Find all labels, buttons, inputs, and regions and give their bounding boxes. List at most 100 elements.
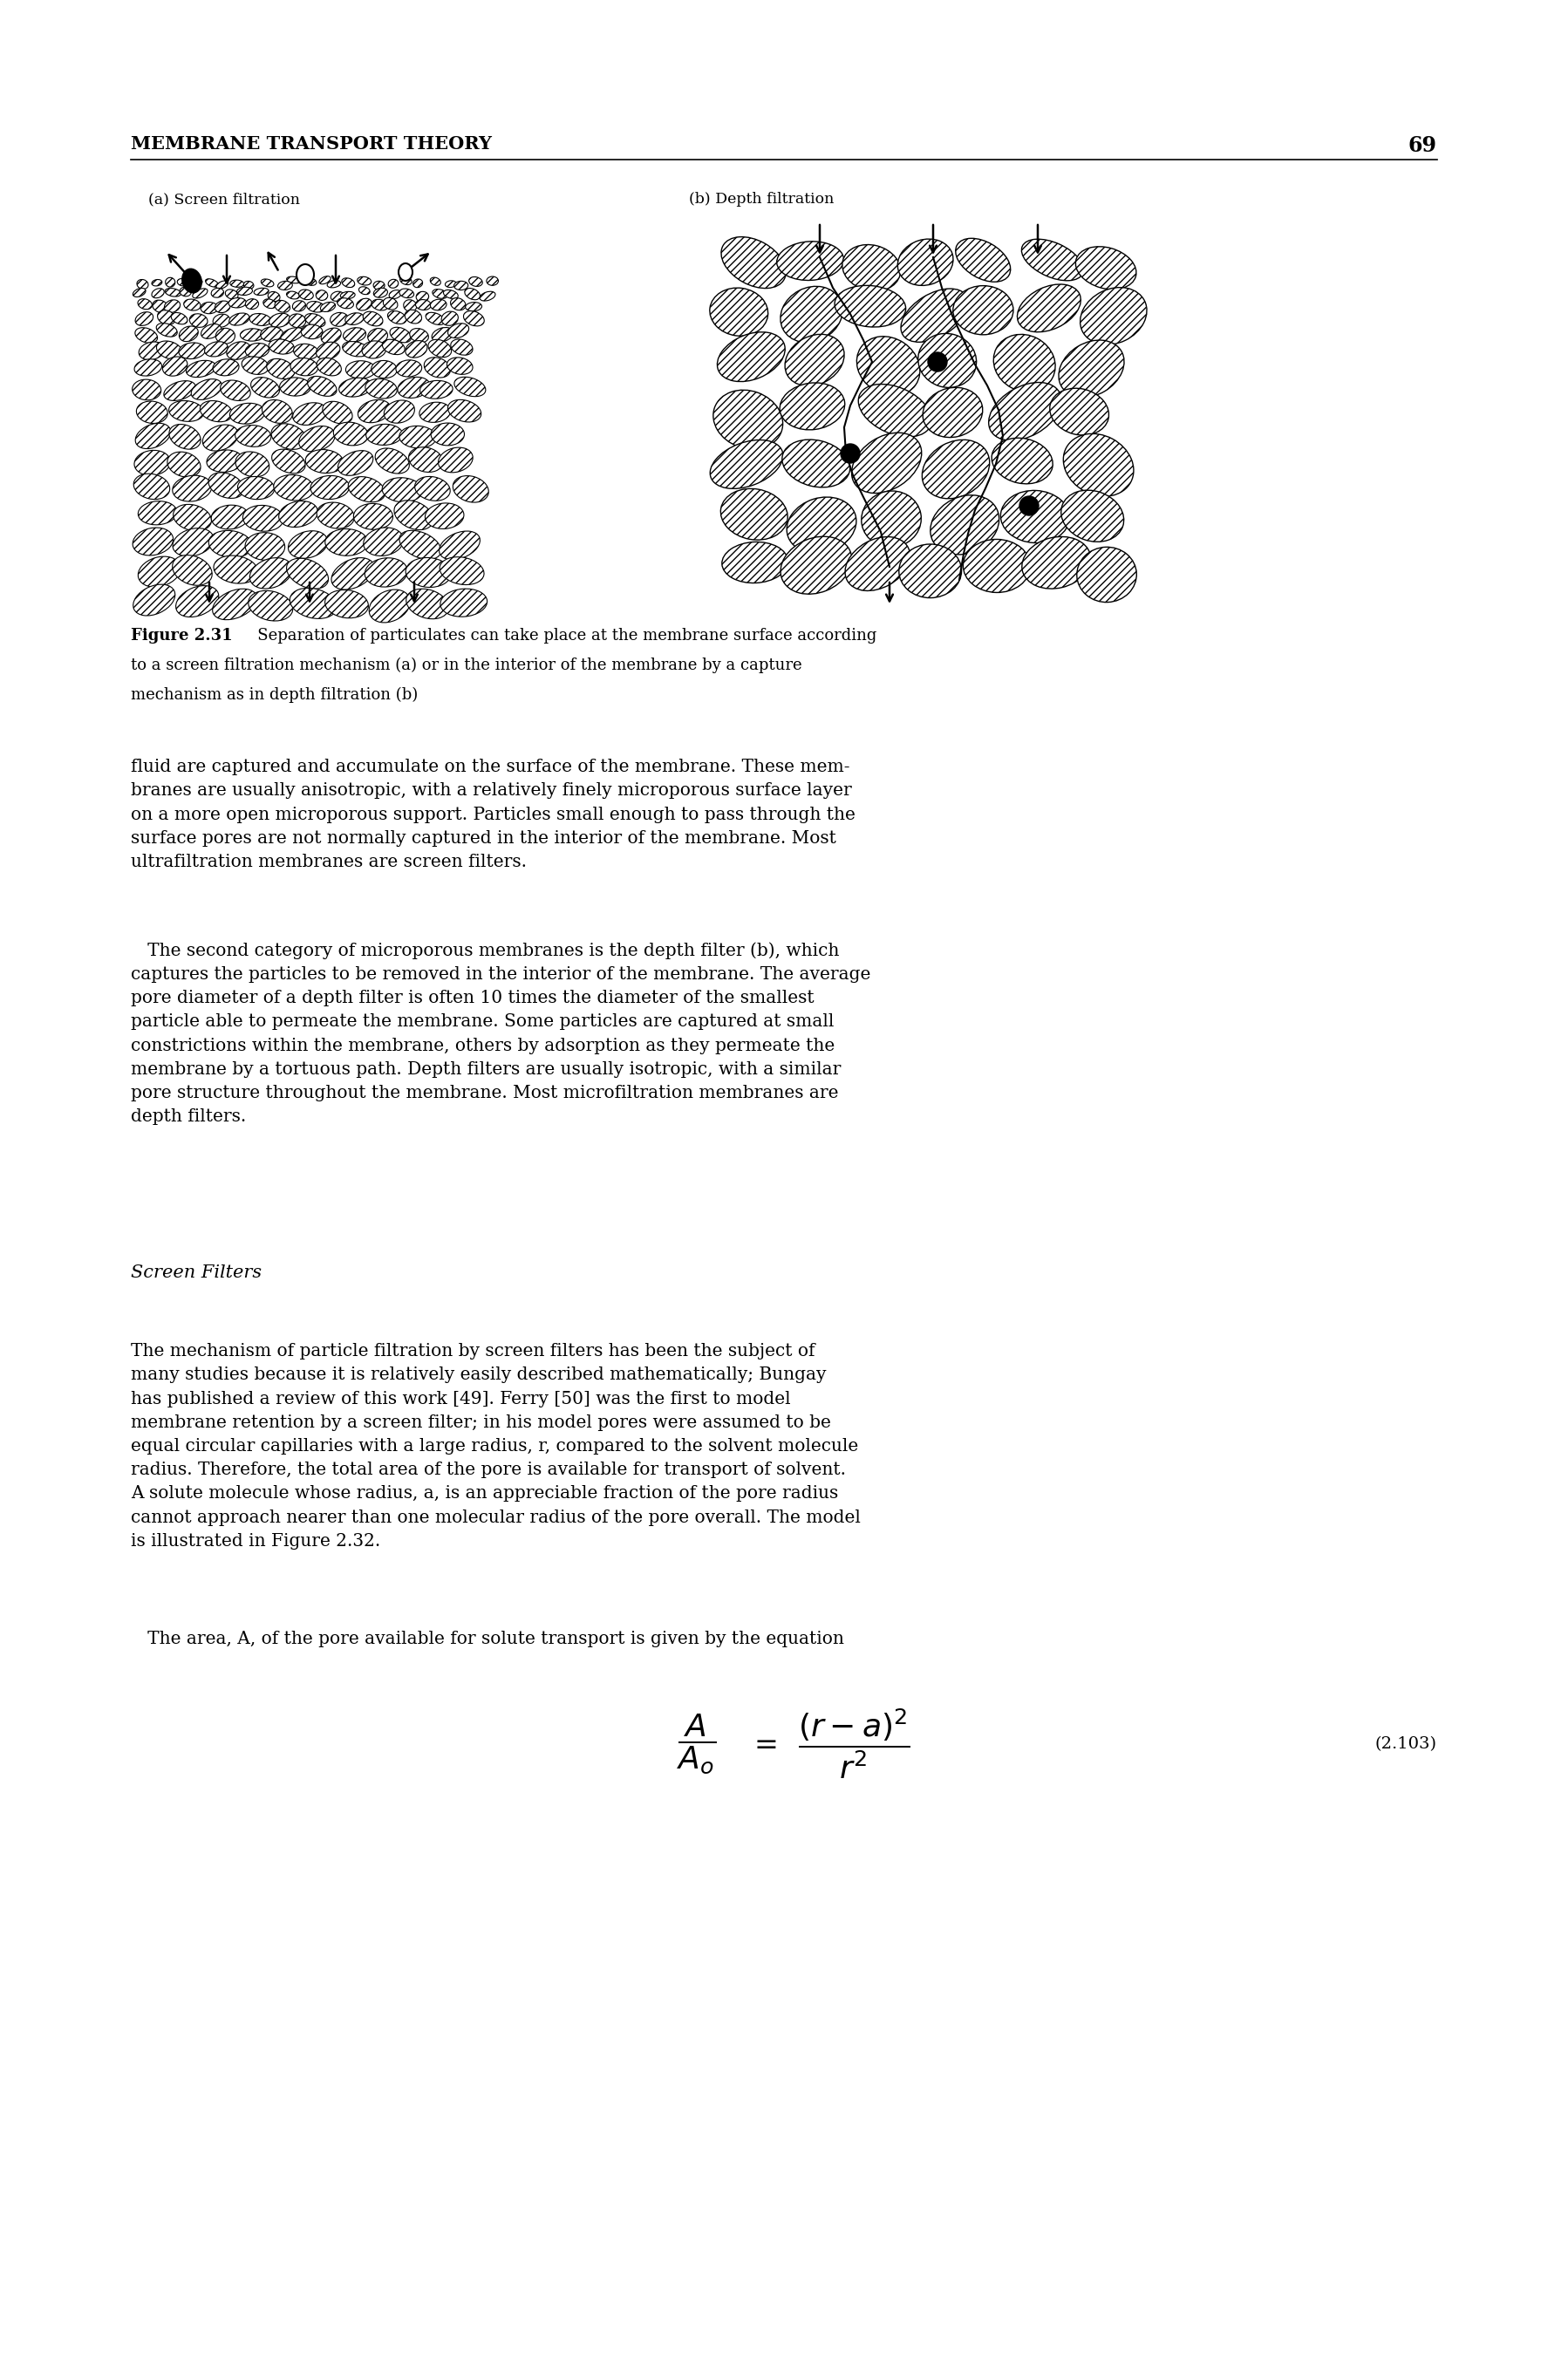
- Ellipse shape: [1062, 490, 1124, 542]
- Ellipse shape: [299, 290, 314, 299]
- Ellipse shape: [287, 276, 301, 283]
- Ellipse shape: [989, 382, 1062, 441]
- Ellipse shape: [216, 328, 235, 344]
- Ellipse shape: [930, 495, 999, 554]
- Ellipse shape: [365, 559, 408, 587]
- Ellipse shape: [955, 238, 1010, 283]
- Ellipse shape: [133, 585, 176, 615]
- Ellipse shape: [229, 314, 249, 325]
- Ellipse shape: [287, 559, 328, 590]
- Ellipse shape: [190, 314, 207, 328]
- Ellipse shape: [991, 439, 1052, 483]
- Ellipse shape: [779, 382, 845, 429]
- Ellipse shape: [289, 531, 328, 559]
- Ellipse shape: [403, 299, 417, 311]
- Ellipse shape: [212, 505, 249, 528]
- Ellipse shape: [389, 290, 401, 299]
- Ellipse shape: [331, 314, 348, 325]
- Ellipse shape: [317, 358, 342, 375]
- Ellipse shape: [201, 323, 221, 340]
- Ellipse shape: [133, 528, 172, 556]
- Ellipse shape: [897, 238, 953, 285]
- Ellipse shape: [416, 476, 450, 500]
- Ellipse shape: [135, 450, 171, 476]
- Ellipse shape: [138, 502, 177, 526]
- Ellipse shape: [268, 340, 295, 354]
- Ellipse shape: [172, 554, 212, 585]
- Ellipse shape: [383, 297, 398, 309]
- Text: $\dfrac{A}{A_o}$: $\dfrac{A}{A_o}$: [677, 1712, 717, 1776]
- Ellipse shape: [1077, 547, 1137, 601]
- Ellipse shape: [271, 450, 306, 474]
- Circle shape: [928, 351, 947, 373]
- Ellipse shape: [425, 502, 464, 528]
- Ellipse shape: [135, 328, 157, 342]
- Ellipse shape: [179, 342, 205, 358]
- Ellipse shape: [190, 278, 202, 285]
- Text: The second category of microporous membranes is the depth filter (b), which
capt: The second category of microporous membr…: [130, 941, 870, 1125]
- Ellipse shape: [842, 245, 900, 290]
- Ellipse shape: [425, 314, 445, 325]
- Ellipse shape: [270, 314, 290, 328]
- Ellipse shape: [138, 299, 152, 309]
- Ellipse shape: [230, 281, 245, 288]
- Ellipse shape: [157, 342, 182, 358]
- Ellipse shape: [182, 269, 202, 292]
- Ellipse shape: [331, 292, 343, 302]
- Ellipse shape: [205, 278, 218, 288]
- Ellipse shape: [293, 344, 318, 358]
- Ellipse shape: [132, 380, 162, 401]
- Ellipse shape: [241, 356, 268, 375]
- Ellipse shape: [400, 276, 412, 285]
- Ellipse shape: [226, 342, 251, 358]
- Ellipse shape: [1063, 434, 1134, 495]
- Ellipse shape: [136, 401, 168, 424]
- Ellipse shape: [851, 434, 922, 493]
- Ellipse shape: [450, 340, 472, 356]
- Ellipse shape: [299, 427, 336, 453]
- Ellipse shape: [221, 380, 251, 401]
- Ellipse shape: [441, 590, 488, 618]
- Ellipse shape: [430, 278, 441, 285]
- Ellipse shape: [423, 358, 450, 377]
- Ellipse shape: [317, 342, 340, 361]
- Ellipse shape: [133, 474, 169, 500]
- Ellipse shape: [390, 328, 411, 342]
- Ellipse shape: [856, 337, 920, 396]
- Text: (b) Depth filtration: (b) Depth filtration: [688, 191, 834, 208]
- Ellipse shape: [268, 292, 281, 302]
- Ellipse shape: [409, 448, 442, 472]
- Ellipse shape: [290, 358, 318, 375]
- Ellipse shape: [279, 377, 310, 396]
- Ellipse shape: [416, 299, 431, 309]
- Ellipse shape: [466, 302, 481, 311]
- Ellipse shape: [1049, 389, 1109, 436]
- Ellipse shape: [136, 281, 149, 290]
- Ellipse shape: [787, 498, 856, 554]
- Ellipse shape: [437, 448, 474, 472]
- Ellipse shape: [152, 288, 165, 297]
- Ellipse shape: [343, 328, 365, 342]
- Ellipse shape: [183, 299, 201, 311]
- Ellipse shape: [135, 422, 171, 448]
- Ellipse shape: [254, 288, 268, 295]
- Ellipse shape: [375, 448, 409, 474]
- Ellipse shape: [169, 424, 201, 450]
- Text: $\dfrac{(r - a)^2}{r^2}$: $\dfrac{(r - a)^2}{r^2}$: [798, 1707, 909, 1780]
- Ellipse shape: [235, 453, 270, 476]
- Ellipse shape: [177, 278, 188, 285]
- Text: to a screen filtration mechanism (a) or in the interior of the membrane by a cap: to a screen filtration mechanism (a) or …: [130, 658, 801, 674]
- Ellipse shape: [290, 587, 337, 618]
- Ellipse shape: [176, 585, 220, 618]
- Ellipse shape: [209, 531, 252, 559]
- Ellipse shape: [263, 299, 276, 309]
- Ellipse shape: [398, 377, 430, 399]
- Ellipse shape: [306, 450, 343, 474]
- Ellipse shape: [353, 505, 394, 531]
- Ellipse shape: [243, 505, 284, 531]
- Ellipse shape: [372, 299, 389, 311]
- Circle shape: [1019, 495, 1038, 516]
- Ellipse shape: [140, 342, 165, 361]
- Ellipse shape: [1022, 538, 1091, 590]
- Ellipse shape: [365, 424, 403, 446]
